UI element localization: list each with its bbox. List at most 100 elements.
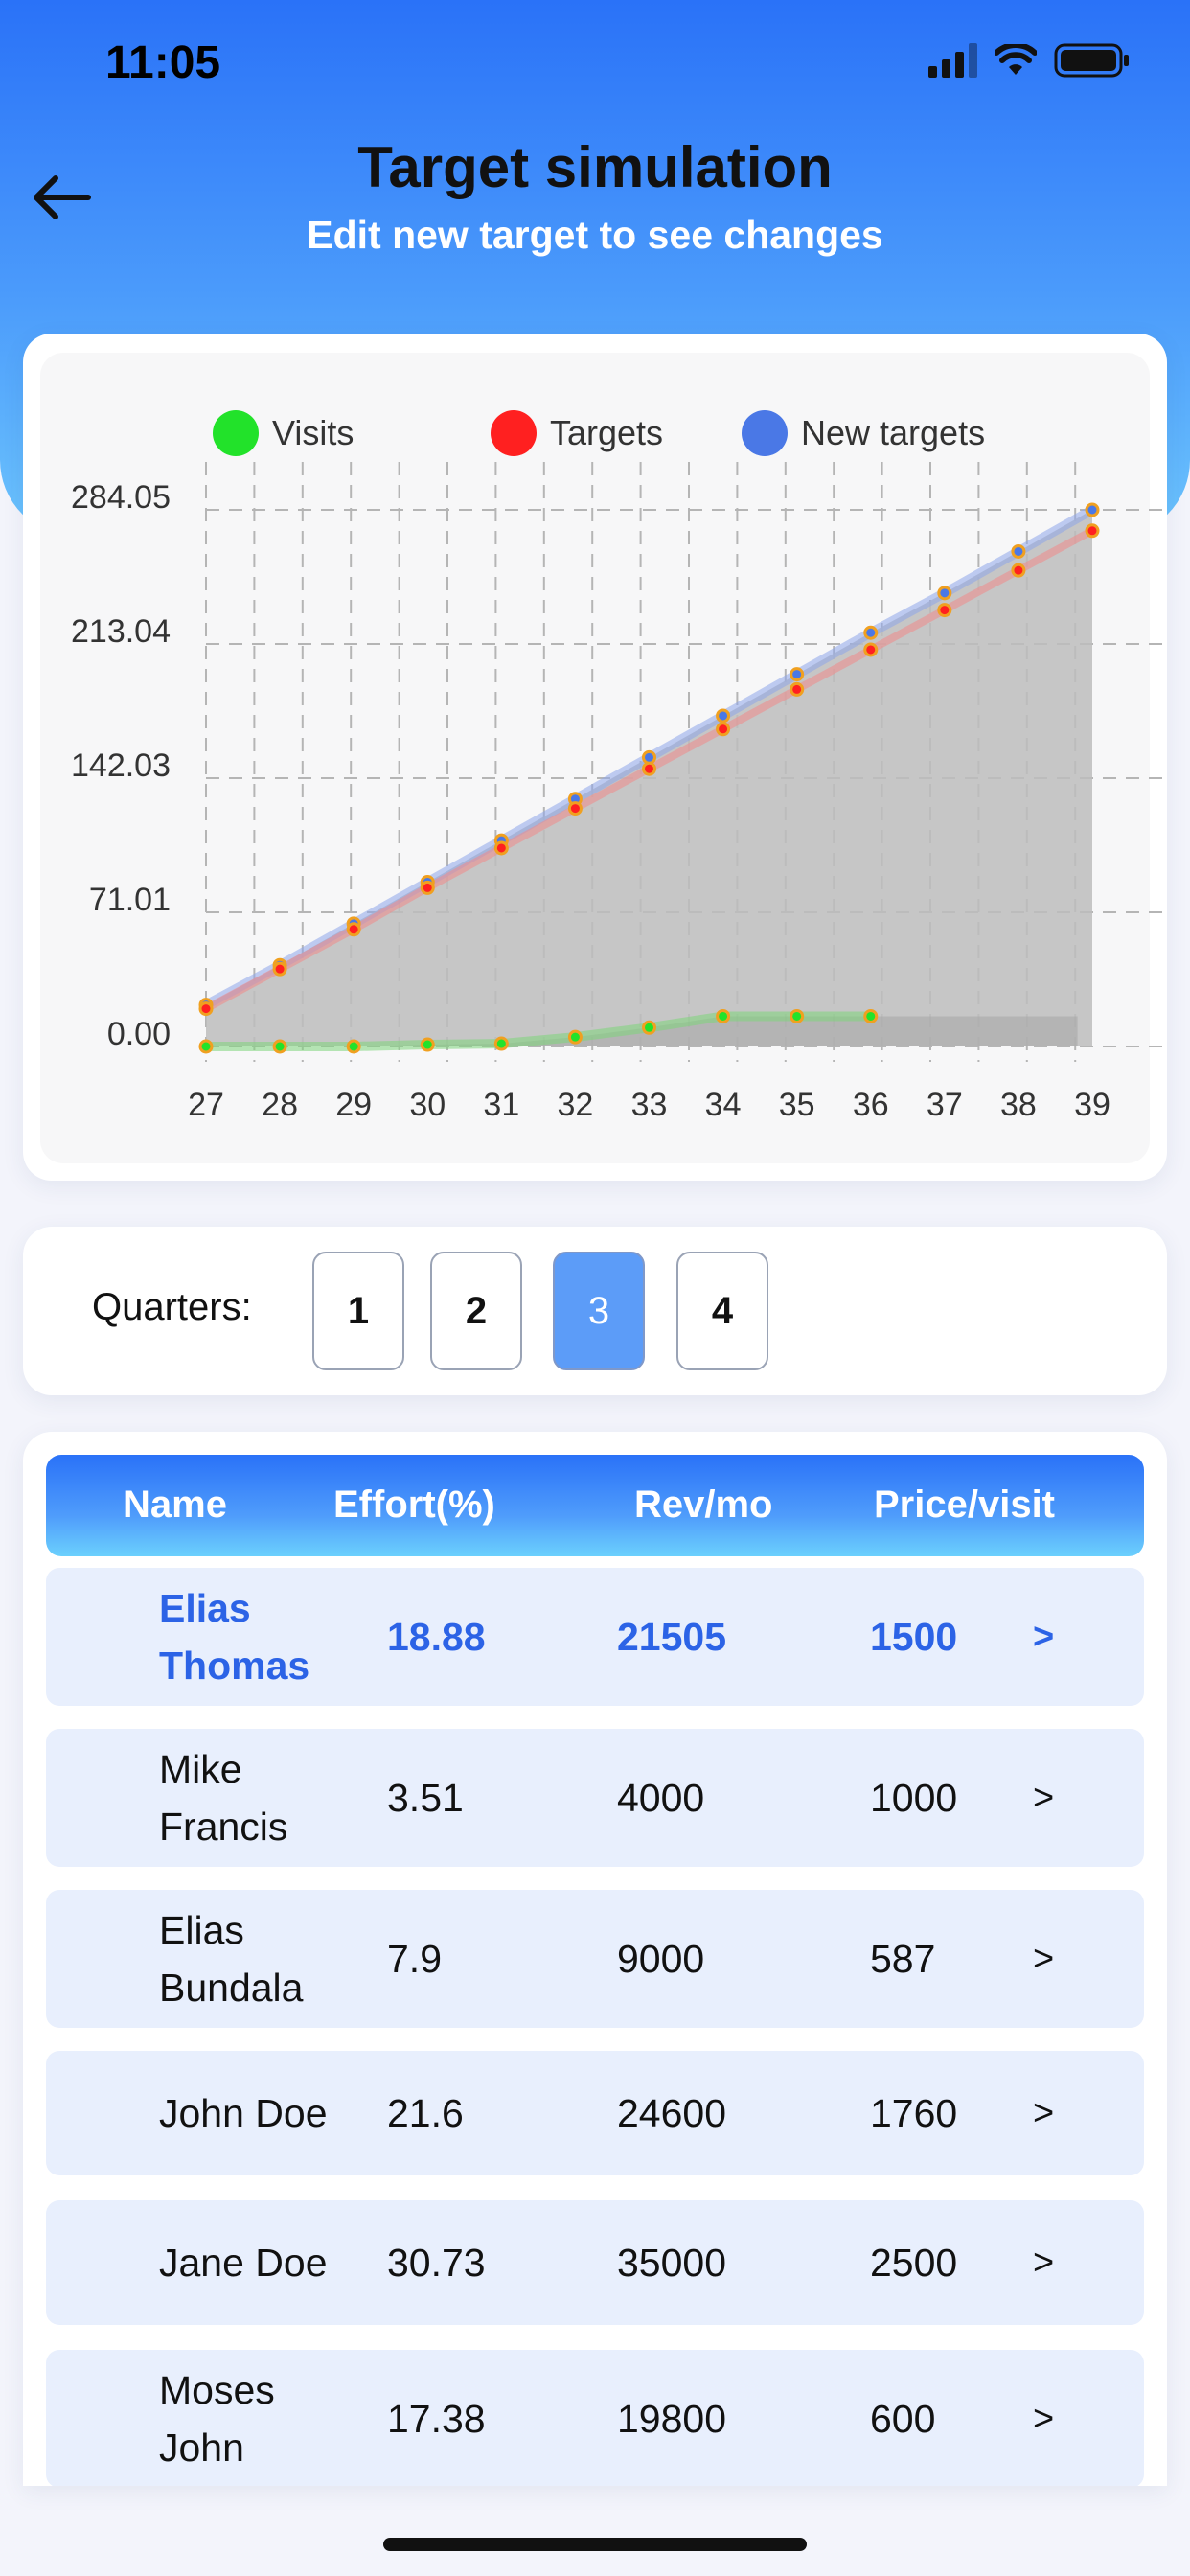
legend-new-targets-label: New targets [801,413,986,452]
page-title: Target simulation [357,135,833,199]
y-tick-label: 284.05 [71,479,171,516]
new-targets-point [863,625,879,640]
quarters-card: Quarters: 1 2 3 4 [23,1227,1167,1395]
cellular-signal-icon [928,43,977,78]
x-tick-label: 36 [853,1087,889,1123]
header-effort: Effort(%) [333,1484,495,1526]
chevron-right-icon[interactable]: > [1033,1617,1055,1657]
row-price: 600 [870,2397,936,2441]
row-rev: 4000 [617,1776,705,1820]
row-price: 1500 [870,1615,958,1659]
wifi-icon [995,44,1037,75]
visits-point [272,1039,287,1054]
row-price: 1000 [870,1776,958,1820]
targets-point [1011,563,1026,578]
new-targets-point [642,749,656,765]
legend-visits: Visits [213,410,354,456]
targets-point [198,1001,214,1017]
status-icons [928,43,1131,78]
chevron-right-icon[interactable]: > [1033,2093,1055,2133]
row-effort: 21.6 [387,2091,464,2135]
table-row[interactable]: Elias Bundala 7.9 9000 587 > [46,1890,1144,2028]
x-tick-label: 31 [483,1087,519,1123]
x-tick-label: 34 [705,1087,742,1123]
table-row[interactable]: Elias Thomas 18.88 21505 1500 > [46,1568,1144,1706]
visits-point [420,1037,435,1052]
new-targets-point [1085,502,1100,518]
y-tick-label: 0.00 [107,1016,171,1052]
line-chart: 284.05 213.04 142.03 71.01 0.00 27 28 29 30 31 32 3… [71,462,1169,1123]
chevron-right-icon[interactable]: > [1033,2399,1055,2439]
row-rev: 35000 [617,2241,727,2285]
quarters-label: Quarters: [92,1286,252,1328]
chevron-right-icon[interactable]: > [1033,1778,1055,1818]
battery-icon [1054,43,1129,78]
x-tick-label: 33 [631,1087,668,1123]
table-row[interactable]: Jane Doe 30.73 35000 2500 > [46,2200,1144,2325]
targets-point [272,961,287,977]
row-price: 2500 [870,2241,958,2285]
visits-point [642,1020,656,1035]
visits-point [346,1039,361,1054]
chevron-right-icon[interactable]: > [1033,1939,1055,1979]
quarter-button-1[interactable]: 1 [312,1252,404,1370]
x-tick-label: 38 [1000,1087,1037,1123]
row-effort: 17.38 [387,2397,486,2441]
targets-point [937,603,952,618]
row-effort: 18.88 [387,1615,486,1659]
row-name: Mike Francis [159,1747,288,1849]
targets-point [346,922,361,937]
header-price: Price/visit [874,1484,1056,1526]
chevron-right-icon[interactable]: > [1033,2242,1055,2283]
targets-table: Name Effort(%) Rev/mo Price/visit Elias … [23,1432,1167,2486]
row-name: Elias Bundala [159,1908,304,2010]
row-rev: 24600 [617,2091,727,2135]
visits-point [863,1008,879,1024]
table-row[interactable]: Mike Francis 3.51 4000 1000 > [46,1729,1144,1867]
quarter-button-3[interactable]: 3 [553,1252,645,1370]
quarter-button-4[interactable]: 4 [676,1252,768,1370]
header-rev: Rev/mo [634,1484,773,1526]
visits-point [567,1029,583,1045]
x-tick-label: 32 [558,1087,594,1123]
header-name: Name [123,1484,227,1526]
legend-visits-dot [213,410,259,456]
legend-targets: Targets [491,410,663,456]
x-tick-label: 35 [779,1087,815,1123]
new-targets-point [1011,543,1026,559]
y-tick-label: 142.03 [71,748,171,784]
new-targets-point [937,586,952,601]
x-tick-label: 29 [335,1087,372,1123]
targets-point [1085,523,1100,539]
table-row[interactable]: Moses John 17.38 19800 600 > [46,2350,1144,2486]
table-row[interactable]: John Doe 21.6 24600 1760 > [46,2051,1144,2175]
targets-point [642,761,656,776]
legend-new-targets: New targets [742,410,985,456]
row-name: Elias Thomas [159,1586,310,1688]
visits-point [716,1008,731,1024]
visits-point [198,1039,214,1054]
targets-point [567,801,583,816]
targets-point [493,840,509,856]
legend-targets-label: Targets [550,413,664,452]
row-effort: 7.9 [387,1937,442,1981]
y-tick-label: 213.04 [71,613,171,650]
back-arrow-icon[interactable] [27,163,96,232]
row-price: 1760 [870,2091,958,2135]
row-rev: 21505 [617,1615,727,1659]
table-header: Name Effort(%) Rev/mo Price/visit [46,1455,1144,1556]
targets-point [420,880,435,895]
y-tick-label: 71.01 [89,882,171,918]
x-tick-label: 27 [188,1087,224,1123]
targets-point [716,722,731,737]
legend-new-targets-dot [742,410,788,456]
row-name: John Doe [159,2091,328,2135]
new-targets-area [206,510,1092,1046]
row-price: 587 [870,1937,936,1981]
home-indicator [383,2538,807,2551]
row-effort: 3.51 [387,1776,464,1820]
x-tick-label: 37 [927,1087,963,1123]
visits-line [206,1011,871,1051]
legend-visits-label: Visits [272,413,355,452]
quarter-button-2[interactable]: 2 [430,1252,522,1370]
